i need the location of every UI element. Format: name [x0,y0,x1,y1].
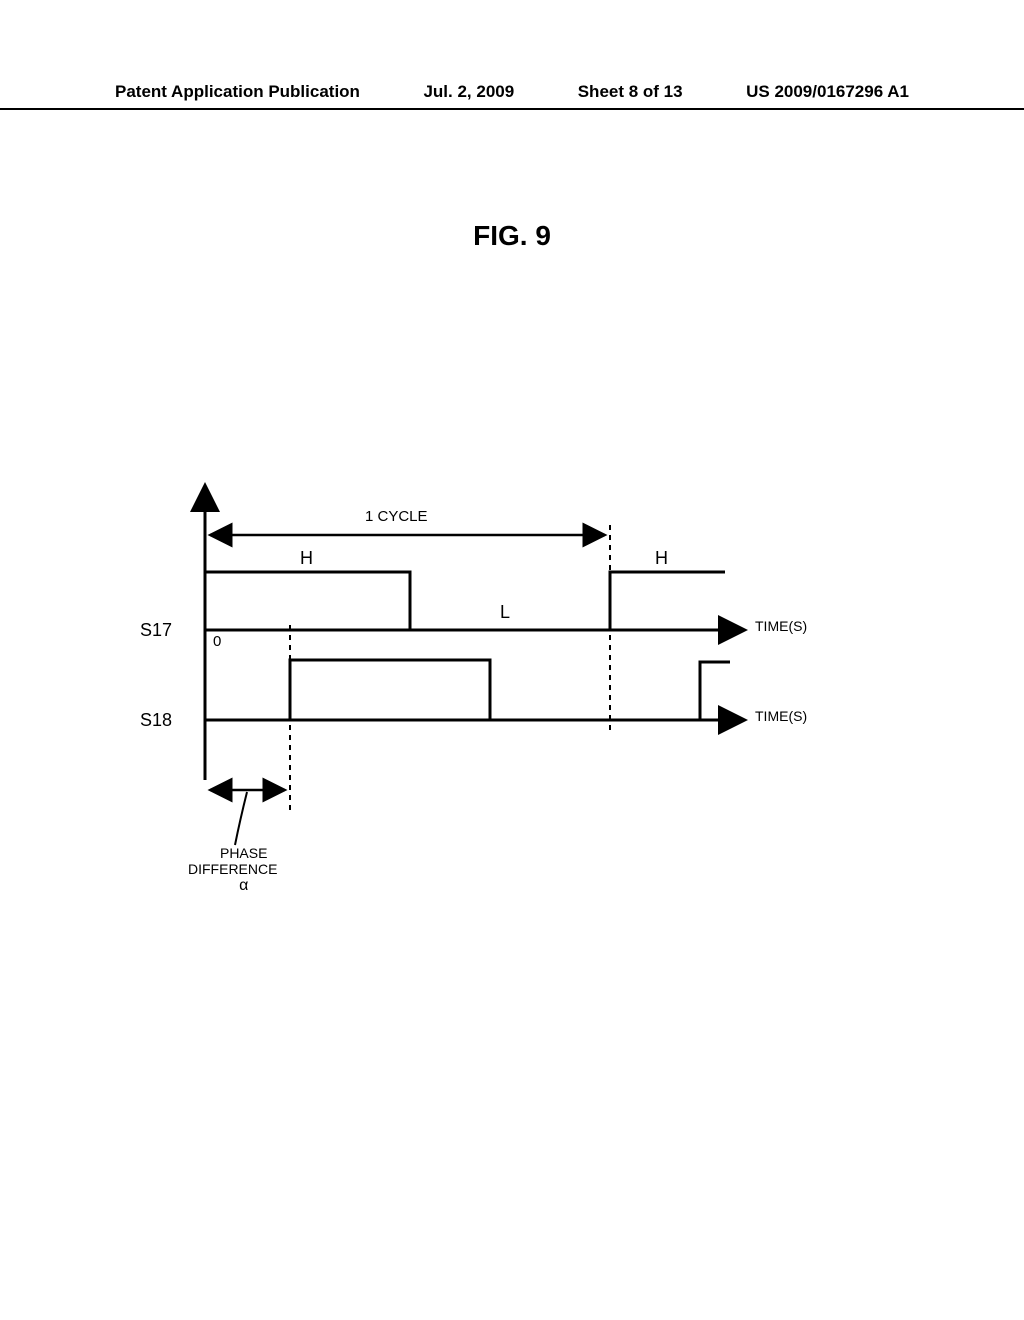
s18-label: S18 [140,710,172,731]
page-header: Patent Application Publication Jul. 2, 2… [0,82,1024,110]
header-left: Patent Application Publication [115,82,360,102]
h-label-2: H [655,548,668,569]
diagram-svg [155,480,875,1000]
timing-diagram: 1 CYCLE H H L S17 S18 0 TIME(S) TIME(S) … [155,480,875,1000]
s17-label: S17 [140,620,172,641]
time-label-1: TIME(S) [755,618,807,634]
s17-waveform [205,572,725,630]
s18-waveform [205,660,730,720]
phase-symbol: α [210,877,277,895]
figure-title: FIG. 9 [473,220,551,252]
header-right2: US 2009/0167296 A1 [746,82,909,102]
zero-label: 0 [213,633,221,650]
phase-label: PHASE DIFFERENCE α [210,845,277,896]
phase-line2: DIFFERENCE [188,861,277,877]
h-label-1: H [300,548,313,569]
phase-line1: PHASE [210,845,277,861]
l-label: L [500,602,510,623]
phase-leader [235,792,247,845]
header-center: Jul. 2, 2009 [423,82,514,102]
cycle-label: 1 CYCLE [365,508,428,525]
time-label-2: TIME(S) [755,708,807,724]
header-right1: Sheet 8 of 13 [578,82,683,102]
